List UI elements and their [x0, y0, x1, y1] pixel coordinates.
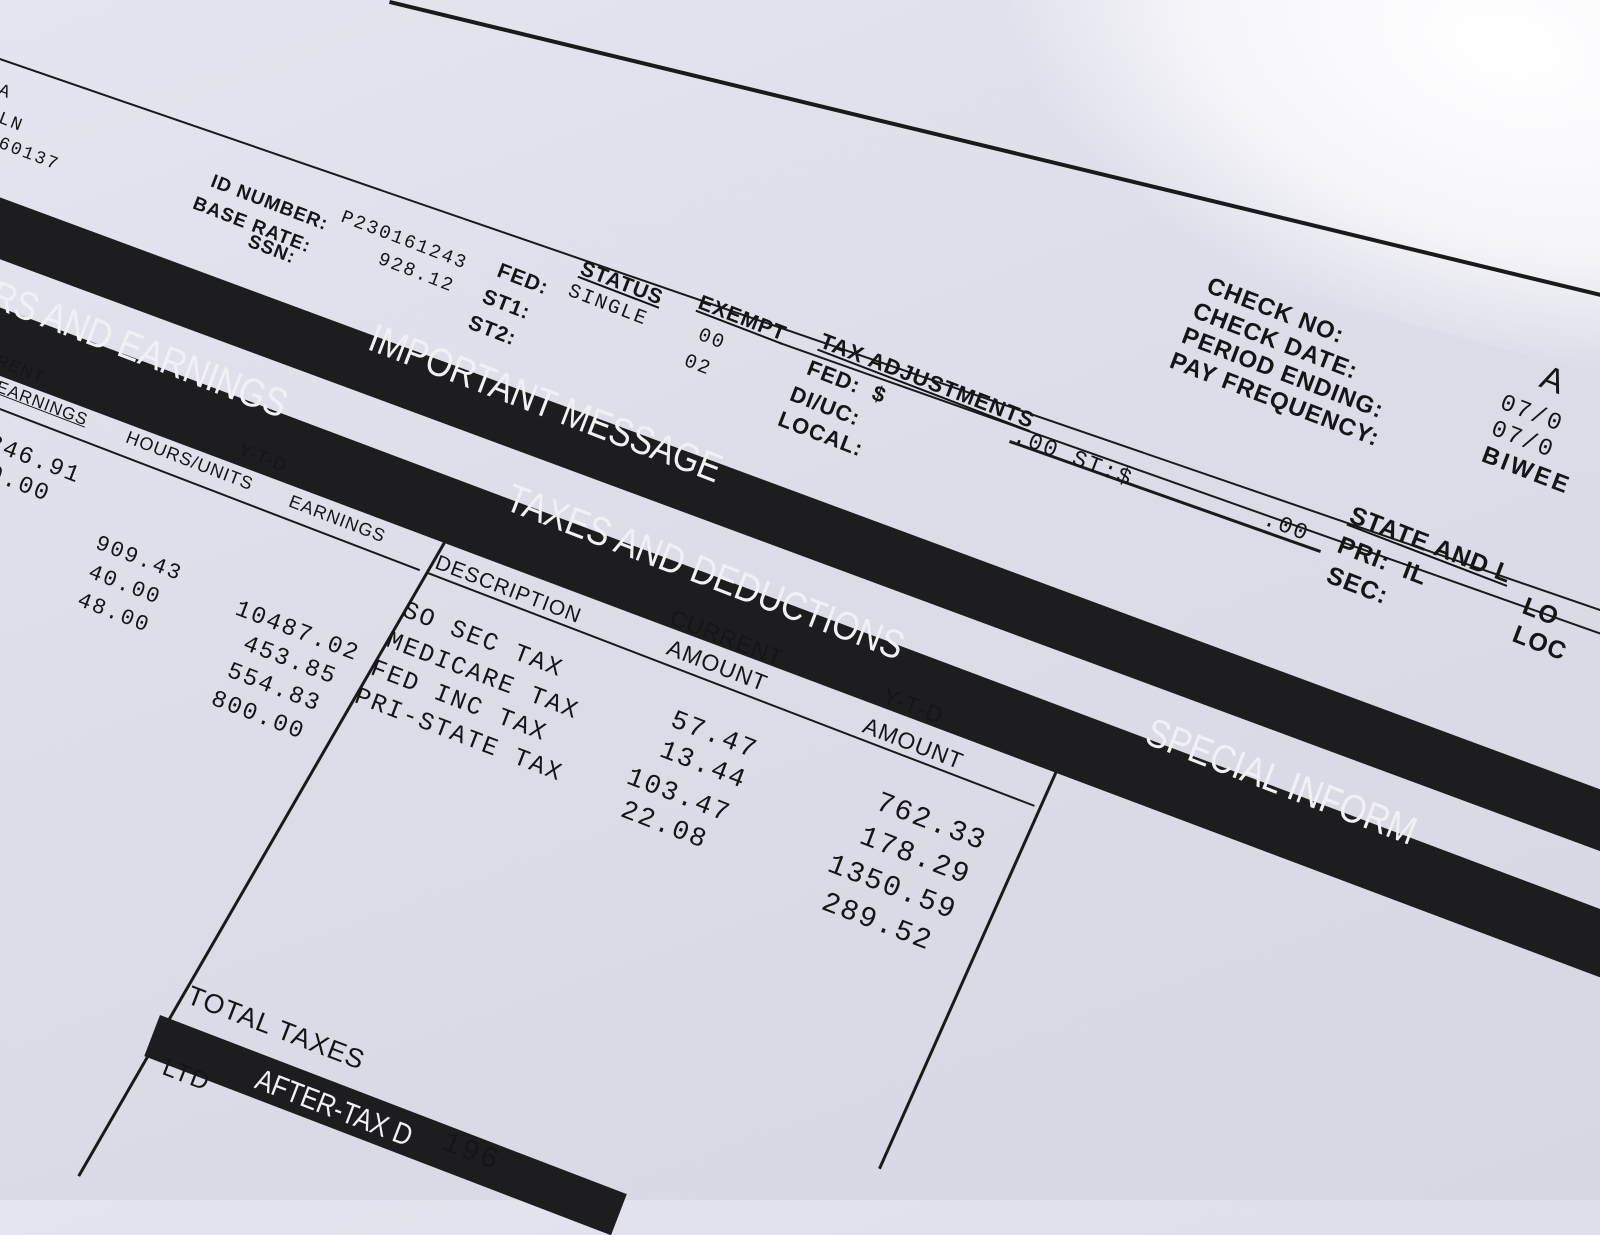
exempt-st1-value: 00: [694, 324, 729, 356]
address-line: 60137: [0, 134, 63, 176]
address-line: LN: [0, 109, 27, 137]
adj-value: .00: [1259, 506, 1313, 548]
address-line: A: [0, 81, 15, 105]
check-divider-line: [779, 342, 1600, 645]
adj-value: .00 ST:$: [1009, 423, 1137, 493]
check-no-value: A: [1535, 358, 1571, 403]
exempt-st2-value: 02: [680, 350, 715, 382]
local-label: LOC: [1508, 620, 1571, 667]
